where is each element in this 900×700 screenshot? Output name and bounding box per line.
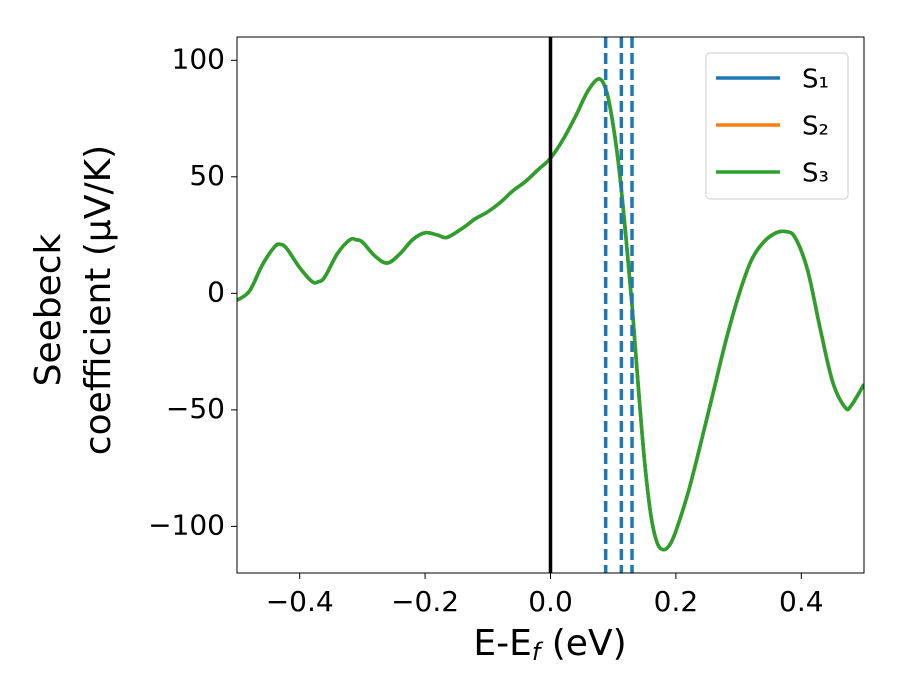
x-tick-label: 0.0 <box>528 585 573 618</box>
legend-label: S₁ <box>802 65 829 95</box>
x-tick-label: −0.4 <box>266 585 334 618</box>
x-label-unit: (eV) <box>540 623 626 664</box>
legend-label: S₂ <box>802 112 829 142</box>
x-label-main: E-E <box>473 623 531 664</box>
x-axis-label: E-Ef (eV) <box>473 623 626 666</box>
y-tick-label: −100 <box>148 508 225 541</box>
series-line <box>237 77 864 552</box>
y-axis-label-1: Seebeck <box>28 233 69 386</box>
x-tick-label: 0.4 <box>779 585 824 618</box>
y-axis-label-2: coefficient (μV/K) <box>78 145 119 455</box>
y-tick-label: 50 <box>189 159 225 192</box>
legend-label: S₃ <box>802 159 829 189</box>
x-tick-label: −0.2 <box>391 585 459 618</box>
plot-frame <box>236 36 865 574</box>
y-tick-label: −50 <box>166 392 225 425</box>
y-tick-label: 0 <box>207 275 225 308</box>
x-tick-label: 0.2 <box>654 585 699 618</box>
y-tick-label: 100 <box>172 42 225 75</box>
